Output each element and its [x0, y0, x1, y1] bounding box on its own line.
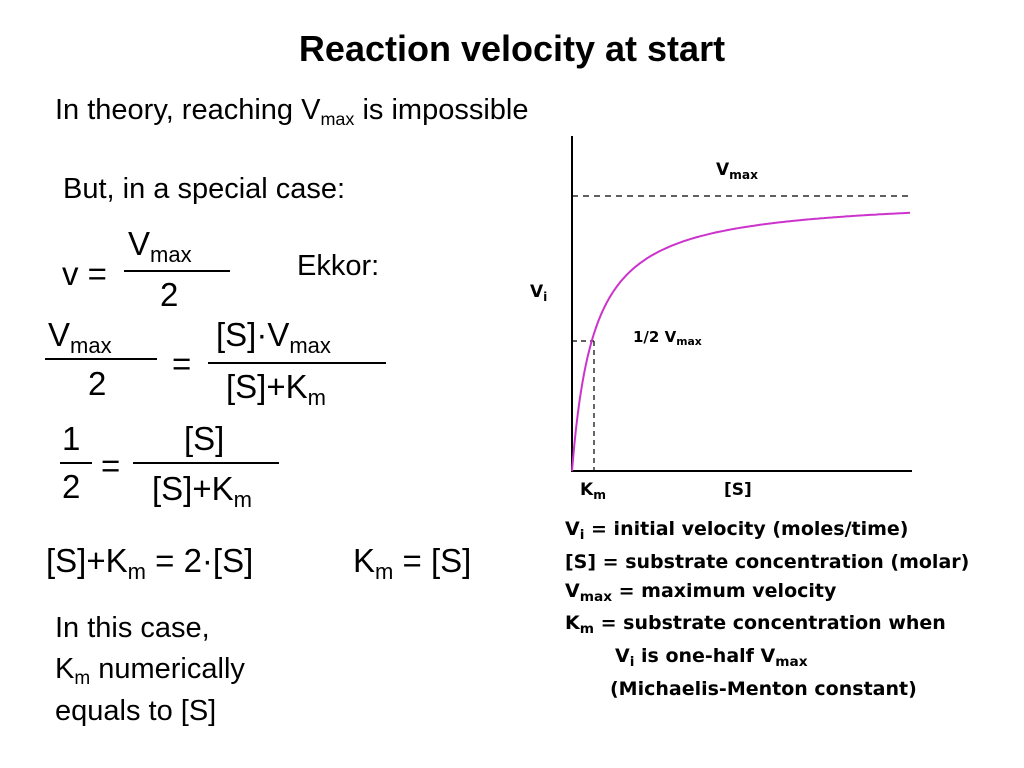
- eq3-rhs-num: [S]: [184, 420, 225, 457]
- conclusion-k: K: [55, 653, 75, 685]
- eq2-rhs-den-v: [S]+K: [226, 368, 308, 405]
- eq1-num-sub: max: [150, 242, 192, 268]
- vmax-label-sub: max: [729, 167, 759, 182]
- conclusion-line2: Km numerically: [55, 653, 245, 690]
- legend-text: = maximum velocity: [612, 580, 837, 602]
- intro-before: In theory, reaching V: [55, 94, 321, 126]
- legend-term-sub: max: [579, 589, 613, 606]
- eq4: [S]+Km = 2·[S]: [46, 542, 254, 584]
- conclusion-k-sub: m: [74, 668, 91, 690]
- eq2-rhs-num: [S]·Vmax: [216, 316, 331, 358]
- km-tick-label: Km: [580, 480, 606, 502]
- eq2-rhs-num-sub: max: [289, 333, 331, 359]
- eq4-left-sub: m: [127, 559, 146, 585]
- eq3-lhs-bar: [60, 462, 92, 464]
- eq2-lhs-num-sub: max: [70, 333, 112, 359]
- michaelis-menten-graph: Vmax 1/2 Vmax Vi Km [S]: [528, 130, 988, 510]
- y-axis-label: Vi: [530, 282, 548, 304]
- ekkor-text: Ekkor:: [297, 250, 380, 282]
- eq5-left: K: [353, 542, 376, 579]
- eq2-rhs-bar: [208, 362, 386, 364]
- legend-text: = initial velocity (moles/time): [584, 518, 909, 540]
- eq5: Km = [S]: [353, 542, 472, 584]
- eq1-den: 2: [160, 276, 179, 313]
- eq2-equals: =: [172, 345, 192, 382]
- conclusion-rest: numerically: [90, 653, 245, 685]
- eq1-fraction-bar: [124, 270, 230, 272]
- legend-item-vmax: Vmax = maximum velocity: [565, 580, 837, 606]
- eq1-lhs: v =: [62, 255, 107, 292]
- eq2-rhs-den-sub: m: [307, 385, 326, 411]
- graph-svg: [571, 136, 912, 472]
- eq3-rhs-den: [S]+Km: [152, 470, 252, 512]
- legend-term: V: [565, 518, 580, 540]
- legend-term: [S]: [565, 551, 597, 573]
- eq2-lhs-num-v: V: [48, 316, 71, 353]
- km-tick-label-sub: m: [593, 487, 606, 502]
- legend-term-sub: m: [579, 621, 594, 638]
- half-vmax-label: 1/2 Vmax: [633, 328, 702, 349]
- legend-text: = substrate concentration when: [593, 612, 946, 634]
- legend-term: V: [615, 645, 630, 667]
- eq4-right: = 2·[S]: [145, 542, 254, 579]
- eq3-lhs-num: 1: [62, 420, 81, 457]
- legend-term: V: [565, 580, 580, 602]
- legend-text: (Michaelis-Menton constant): [610, 678, 917, 700]
- legend-text: is one-half V: [634, 645, 776, 667]
- legend-item-km-cont: Vi is one-half Vmax: [615, 645, 808, 671]
- legend-item-km: Km = substrate concentration when: [565, 612, 946, 638]
- eq2-lhs-bar: [45, 358, 157, 360]
- legend-item-constant: (Michaelis-Menton constant): [610, 678, 917, 700]
- intro-text: In theory, reaching Vmax is impossible: [55, 94, 529, 129]
- conclusion-line3: equals to [S]: [55, 695, 217, 727]
- special-case-text: But, in a special case:: [63, 173, 346, 205]
- eq5-sub: m: [375, 559, 394, 585]
- eq3-lhs-den: 2: [62, 468, 81, 505]
- eq3-rhs-den-v: [S]+K: [152, 470, 234, 507]
- eq3-equals: =: [101, 447, 121, 484]
- intro-after: is impossible: [354, 94, 529, 126]
- vmax-label-v: V: [716, 160, 730, 180]
- slide-title: Reaction velocity at start: [298, 28, 726, 69]
- legend-term-sub: i: [579, 527, 585, 544]
- y-axis-label-sub: i: [543, 289, 548, 304]
- legend-item-vi: Vi = initial velocity (moles/time): [565, 518, 909, 544]
- velocity-curve: [571, 211, 911, 472]
- x-axis-label: [S]: [724, 480, 752, 500]
- eq2-lhs-num: Vmax: [48, 316, 112, 358]
- intro-sub: max: [320, 108, 355, 129]
- eq5-right: = [S]: [393, 542, 472, 579]
- y-axis-label-v: V: [530, 282, 544, 302]
- eq3-rhs-den-sub: m: [233, 487, 252, 513]
- legend-term-sub: i: [629, 654, 635, 671]
- eq4-left: [S]+K: [46, 542, 128, 579]
- eq1-num: Vmax: [128, 225, 192, 267]
- legend-item-s: [S] = substrate concentration (molar): [565, 551, 969, 573]
- eq1-num-v: V: [128, 225, 151, 262]
- km-tick-label-k: K: [580, 480, 594, 500]
- legend-term: K: [565, 612, 580, 634]
- eq3-rhs-bar: [133, 462, 279, 464]
- legend-tail-sub: max: [775, 654, 808, 671]
- eq2-lhs-den: 2: [88, 365, 107, 402]
- vmax-label: Vmax: [716, 160, 759, 182]
- eq2-rhs-den: [S]+Km: [226, 368, 326, 410]
- legend-text: = substrate concentration (molar): [596, 551, 970, 573]
- conclusion-line1: In this case,: [55, 612, 210, 644]
- eq2-rhs-num-v: [S]·V: [216, 316, 290, 353]
- half-vmax-label-v: 1/2 V: [633, 328, 677, 346]
- half-vmax-label-sub: max: [676, 335, 702, 349]
